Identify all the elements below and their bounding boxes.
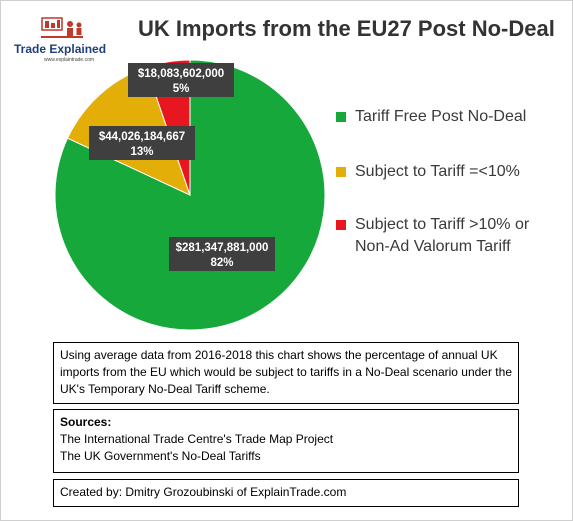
description-box: Using average data from 2016-2018 this c… [53,342,519,404]
data-label-value: $18,083,602,000 [138,68,224,80]
legend-label: Subject to Tariff =<10% [355,161,520,183]
legend-item: Subject to Tariff >10% or Non-Ad Valorum … [336,214,529,258]
legend-label: Tariff Free Post No-Deal [355,106,526,128]
legend-swatch [336,167,346,177]
description-text: Using average data from 2016-2018 this c… [60,348,512,396]
legend-label-line: Subject to Tariff =<10% [355,163,520,180]
legend-label-line: Non-Ad Valorum Tariff [355,238,511,255]
trade-explained-logo: Trade Explained www.explaintrade.com [8,16,118,66]
sources-box: Sources: The International Trade Centre'… [53,409,519,473]
legend-item: Subject to Tariff =<10% [336,161,520,183]
legend-label: Subject to Tariff >10% or Non-Ad Valorum … [355,214,529,258]
data-label: $281,347,881,000 82% [169,237,275,271]
data-label-value: $281,347,881,000 [176,242,269,254]
data-label-percent: 82% [210,257,233,269]
legend-label-line: Subject to Tariff >10% or [355,216,530,233]
source-item: The UK Government's No-Deal Tariffs [60,449,261,463]
legend-label-line: Tariff Free Post No-Deal [355,108,527,125]
legend-swatch [336,112,346,122]
data-label: $18,083,602,000 5% [128,63,234,97]
sources-heading: Sources: [60,415,112,429]
data-label-box [128,63,234,97]
data-label: $44,026,184,667 13% [89,126,195,160]
legend-swatch [336,220,346,230]
source-item: The International Trade Centre's Trade M… [60,432,334,446]
chart-title: UK Imports from the EU27 Post No-Deal [138,16,555,41]
logo-url: www.explaintrade.com [44,57,95,63]
legend-item: Tariff Free Post No-Deal [336,106,526,128]
data-label-percent: 13% [130,146,153,158]
data-label-box [89,126,195,160]
credit-text: Created by: Dmitry Grozoubinski of Expla… [60,485,347,499]
data-label-box [169,237,275,271]
logo-graphic-icon [41,17,83,38]
credit-box: Created by: Dmitry Grozoubinski of Expla… [53,479,519,507]
data-label-percent: 5% [173,83,190,95]
logo-brand-name: Trade Explained [14,42,107,56]
data-label-value: $44,026,184,667 [99,131,185,143]
